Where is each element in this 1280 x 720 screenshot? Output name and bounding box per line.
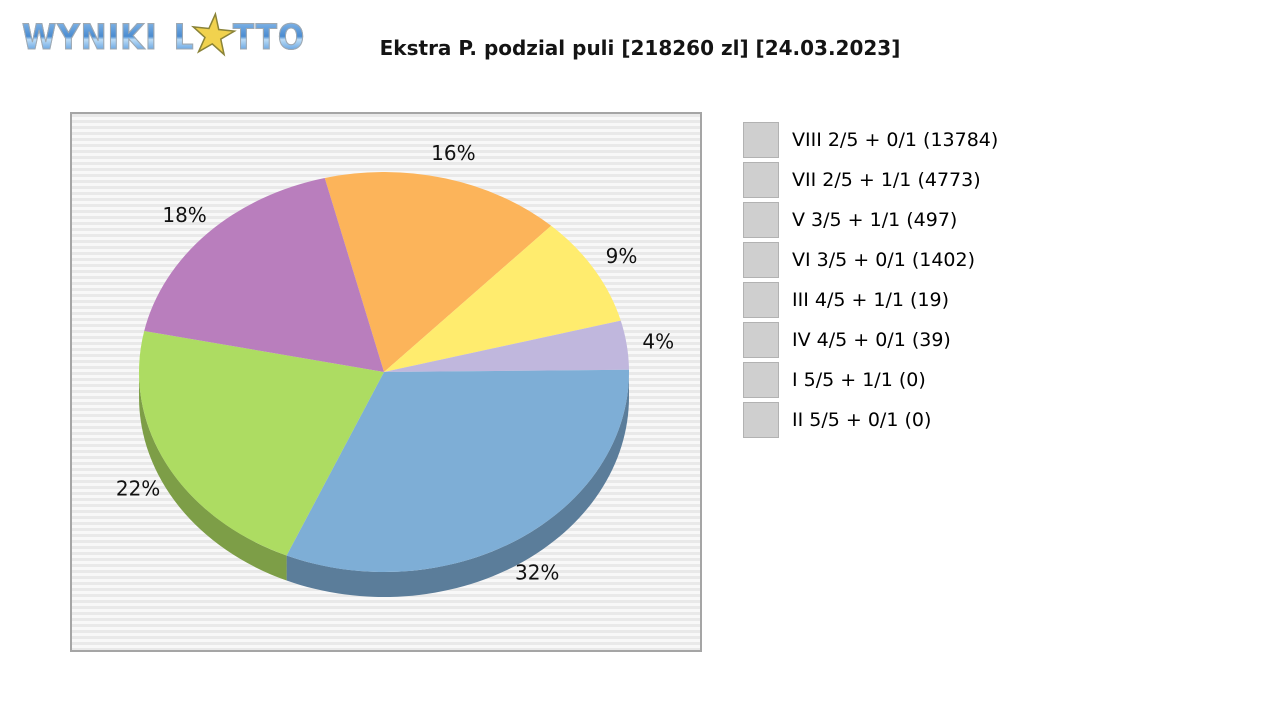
pie-slice (384, 320, 629, 372)
legend-swatch (743, 202, 779, 238)
logo-lotto-tto-text: TTO (232, 17, 306, 59)
site-logo[interactable]: WYNIKI L ★ TTO (22, 0, 306, 69)
percent-label: 18% (162, 203, 206, 227)
logo-wyniki-text: WYNIKI (22, 17, 158, 59)
legend-swatch (743, 282, 779, 318)
pie-slice (324, 171, 552, 372)
legend: VIII 2/5 + 0/1 (13784) VII 2/5 + 1/1 (477… (743, 122, 998, 442)
legend-label: VI 3/5 + 0/1 (1402) (792, 249, 976, 271)
percent-label: 22% (116, 476, 160, 500)
legend-item: II 5/5 + 0/1 (0) (743, 402, 998, 438)
pie-slice (138, 330, 384, 556)
legend-swatch (743, 402, 779, 438)
pie-slice-side (286, 372, 629, 598)
percent-label: 4% (642, 330, 674, 354)
legend-swatch (743, 322, 779, 358)
legend-label: I 5/5 + 1/1 (0) (792, 369, 926, 391)
legend-swatch (743, 362, 779, 398)
legend-label: II 5/5 + 0/1 (0) (792, 409, 932, 431)
legend-label: VIII 2/5 + 0/1 (13784) (792, 129, 999, 151)
legend-item: VII 2/5 + 1/1 (4773) (743, 162, 998, 198)
chart-panel: 16% 9% 4% 32% 22% 18% (70, 112, 702, 652)
legend-item: III 4/5 + 1/1 (19) (743, 282, 998, 318)
legend-label: VII 2/5 + 1/1 (4773) (792, 169, 981, 191)
pie-slice (384, 225, 621, 372)
pie-chart: 16% 9% 4% 32% 22% 18% (116, 141, 674, 598)
pie-slice-side (139, 372, 287, 581)
pie-slice (144, 177, 384, 372)
legend-swatch (743, 122, 779, 158)
legend-label: IV 4/5 + 0/1 (39) (792, 329, 951, 351)
legend-item: VI 3/5 + 0/1 (1402) (743, 242, 998, 278)
legend-item: IV 4/5 + 0/1 (39) (743, 322, 998, 358)
percent-label: 9% (606, 244, 638, 268)
chart-title: Ekstra P. podzial puli [218260 zl] [24.0… (379, 36, 901, 60)
legend-item: I 5/5 + 1/1 (0) (743, 362, 998, 398)
legend-item: V 3/5 + 1/1 (497) (743, 202, 998, 238)
legend-label: V 3/5 + 1/1 (497) (792, 209, 958, 231)
legend-swatch (743, 162, 779, 198)
legend-swatch (743, 242, 779, 278)
percent-label: 16% (431, 141, 475, 165)
percent-label: 32% (515, 561, 559, 585)
legend-item: VIII 2/5 + 0/1 (13784) (743, 122, 998, 158)
pie-slice (286, 369, 630, 573)
legend-label: III 4/5 + 1/1 (19) (792, 289, 950, 311)
logo-lotto-l-text: L (173, 17, 195, 59)
